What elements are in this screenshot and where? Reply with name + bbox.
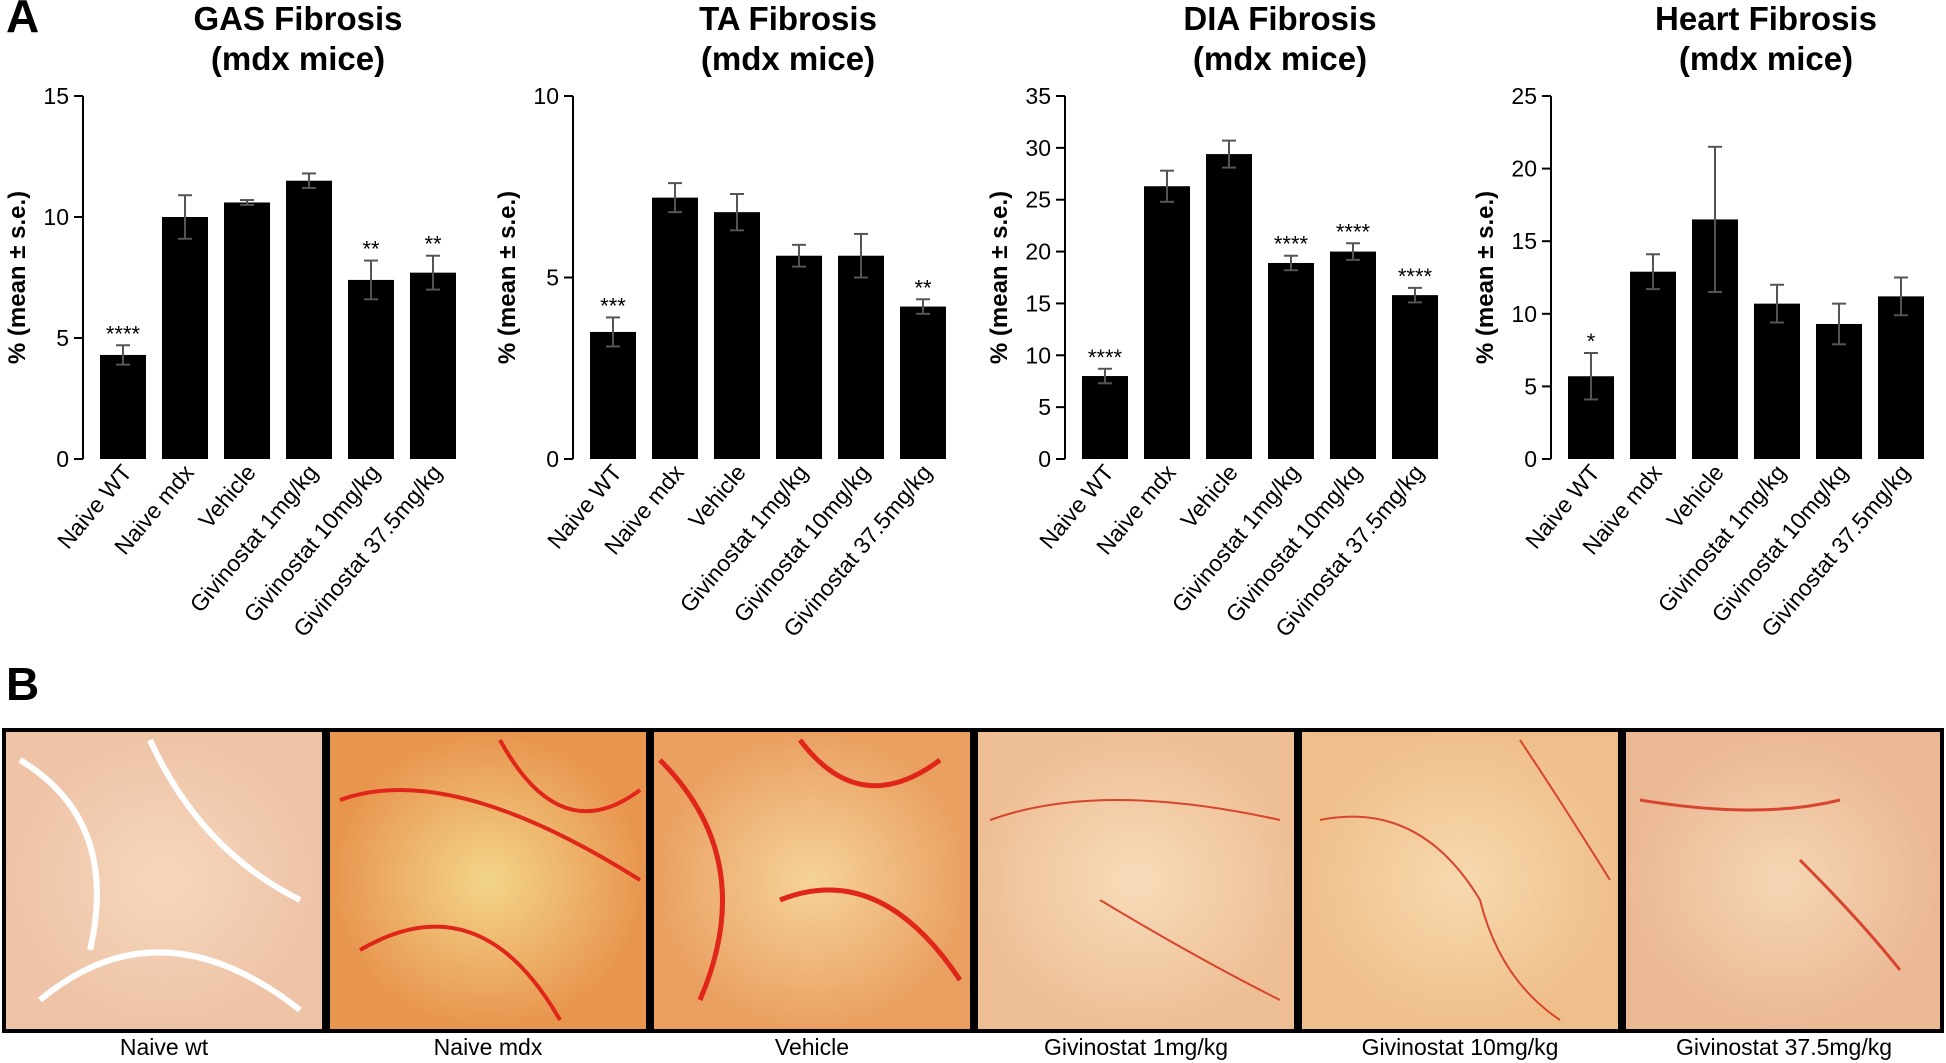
micrograph xyxy=(6,732,322,1029)
bar xyxy=(838,255,884,459)
y-tick-label: 10 xyxy=(1511,301,1537,327)
bar xyxy=(410,272,456,459)
bar xyxy=(1144,186,1190,459)
significance: ** xyxy=(362,237,380,262)
bar xyxy=(652,197,698,459)
y-tick-label: 5 xyxy=(1524,373,1537,399)
bar xyxy=(1268,262,1314,459)
micrograph xyxy=(654,732,970,1029)
significance: ** xyxy=(914,275,932,300)
bar xyxy=(1878,296,1924,459)
micrographs xyxy=(2,728,1944,1033)
y-tick-label: 0 xyxy=(1038,446,1051,472)
bar xyxy=(900,306,946,459)
y-tick-label: 15 xyxy=(43,83,69,109)
bar xyxy=(1816,323,1862,459)
y-tick-label: 0 xyxy=(1524,446,1537,472)
y-tick-label: 15 xyxy=(1025,290,1051,316)
bar xyxy=(1630,271,1676,459)
bar xyxy=(100,354,146,459)
y-tick-label: 30 xyxy=(1025,135,1051,161)
significance: **** xyxy=(1274,232,1309,257)
texture xyxy=(658,738,963,1001)
bar xyxy=(348,279,394,459)
significance: **** xyxy=(1336,219,1371,244)
significance: *** xyxy=(600,293,626,318)
bar xyxy=(776,255,822,459)
bar xyxy=(1082,376,1128,459)
significance: **** xyxy=(106,321,141,346)
texture xyxy=(1319,739,1611,1021)
micrograph xyxy=(1626,732,1940,1029)
y-tick-label: 20 xyxy=(1025,239,1051,265)
chart-subtitle: (mdx mice) xyxy=(211,40,385,77)
y-tick-label: 5 xyxy=(1038,394,1051,420)
y-tick-label: 5 xyxy=(546,265,559,291)
micrograph xyxy=(330,732,646,1029)
bar xyxy=(162,217,208,459)
y-tick-label: 0 xyxy=(56,446,69,472)
chart-title: GAS Fibrosis xyxy=(193,0,402,37)
y-tick-label: 25 xyxy=(1025,187,1051,213)
texture xyxy=(339,739,642,1021)
y-tick-label: 10 xyxy=(43,204,69,230)
texture xyxy=(18,738,302,1013)
y-axis-label: % (mean ± s.e.) xyxy=(494,191,521,364)
y-tick-label: 20 xyxy=(1511,156,1537,182)
significance: **** xyxy=(1088,345,1123,370)
y-tick-label: 35 xyxy=(1025,83,1051,109)
y-axis-label: % (mean ± s.e.) xyxy=(4,191,31,364)
bar xyxy=(714,212,760,459)
chart-title: Heart Fibrosis xyxy=(1655,0,1877,37)
y-tick-label: 5 xyxy=(56,325,69,351)
texture xyxy=(989,799,1281,1001)
y-tick-label: 10 xyxy=(533,83,559,109)
micrograph xyxy=(1302,732,1618,1029)
significance: * xyxy=(1587,329,1596,354)
chart-title: TA Fibrosis xyxy=(699,0,877,37)
chart-subtitle: (mdx mice) xyxy=(1679,40,1853,77)
image-caption: Givinostat 37.5mg/kg xyxy=(1676,1034,1892,1060)
bar xyxy=(1754,303,1800,459)
y-axis-label: % (mean ± s.e.) xyxy=(1472,191,1499,364)
panel-label: A xyxy=(6,0,39,42)
image-frame xyxy=(2,728,1944,1033)
significance: **** xyxy=(1398,264,1433,289)
significance: ** xyxy=(424,232,442,257)
image-caption: Givinostat 1mg/kg xyxy=(1044,1034,1228,1060)
y-axis-label: % (mean ± s.e.) xyxy=(986,191,1013,364)
y-tick-label: 25 xyxy=(1511,83,1537,109)
chart-subtitle: (mdx mice) xyxy=(1193,40,1367,77)
chart-subtitle: (mdx mice) xyxy=(701,40,875,77)
y-tick-label: 0 xyxy=(546,446,559,472)
chart-title: DIA Fibrosis xyxy=(1183,0,1376,37)
bar xyxy=(286,180,332,459)
bar xyxy=(1392,295,1438,459)
bar xyxy=(224,202,270,460)
bar xyxy=(1206,154,1252,459)
image-caption: Naive mdx xyxy=(434,1034,543,1060)
y-tick-label: 15 xyxy=(1511,228,1537,254)
panel-label: B xyxy=(6,658,39,710)
bar xyxy=(590,331,636,459)
image-caption: Vehicle xyxy=(775,1034,849,1060)
y-tick-label: 10 xyxy=(1025,342,1051,368)
micrograph xyxy=(978,732,1294,1029)
image-caption: Naive wt xyxy=(120,1034,209,1060)
bar xyxy=(1330,251,1376,459)
texture xyxy=(1639,798,1902,971)
image-caption: Givinostat 10mg/kg xyxy=(1362,1034,1559,1060)
